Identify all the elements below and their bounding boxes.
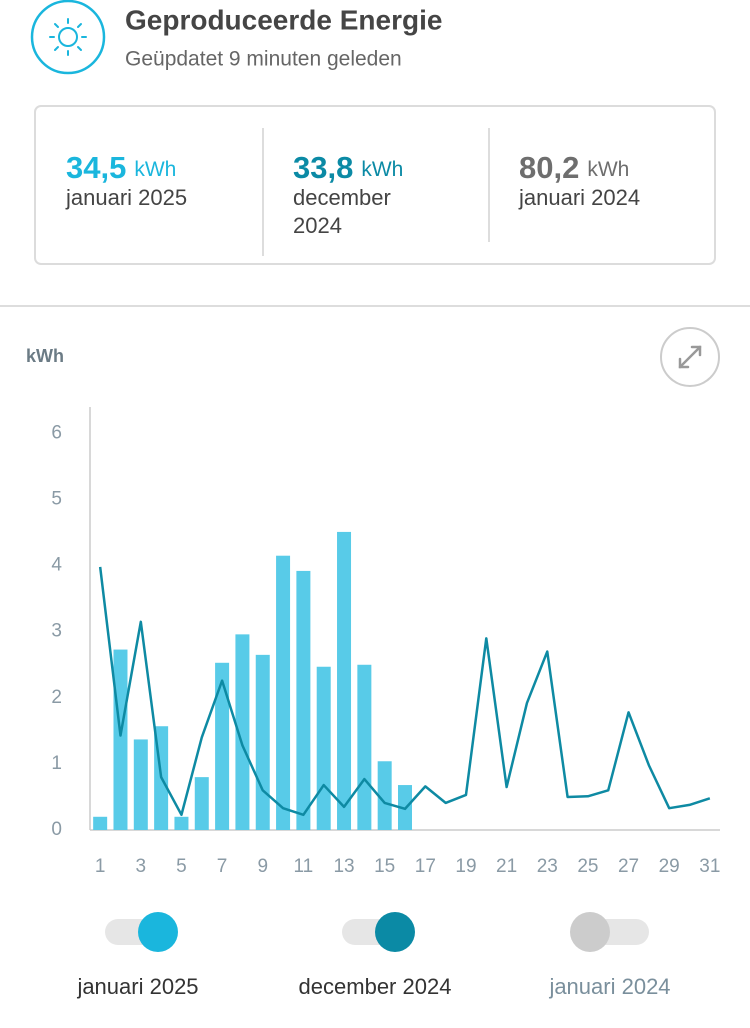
unit: kWh [361, 158, 403, 181]
toggle-knob [570, 912, 610, 952]
title: Geproduceerde Energie [125, 4, 442, 35]
bar [316, 666, 331, 830]
bar [296, 570, 311, 830]
legend-toggle[interactable]: januari 2024 [548, 912, 671, 999]
x-tick-label: 13 [333, 856, 354, 877]
legend-toggle[interactable]: december 2024 [299, 912, 452, 999]
summary-period: januari 2024 [518, 185, 640, 210]
summary-card [34, 105, 716, 265]
value: 33,8 [293, 150, 353, 185]
y-tick-label: 0 [51, 819, 62, 840]
y-tick-label: 6 [51, 422, 62, 443]
y-axis-label: kWh [26, 346, 64, 366]
x-tick-label: 27 [618, 856, 639, 877]
summary-period: januari 2025 [65, 185, 187, 210]
x-tick-label: 31 [699, 856, 720, 877]
value: 80,2 [519, 150, 579, 185]
summary-value: 80,2 kWh [519, 150, 629, 185]
x-tick-label: 25 [577, 856, 598, 877]
x-tick-label: 21 [496, 856, 517, 877]
bar [235, 634, 250, 830]
value: 34,5 [66, 150, 126, 185]
x-tick-label: 15 [374, 856, 395, 877]
legend-label: december 2024 [299, 974, 452, 999]
bar [194, 777, 209, 830]
bar [93, 816, 108, 830]
unit: kWh [587, 158, 629, 181]
y-tick-label: 1 [51, 753, 62, 774]
toggle-knob [375, 912, 415, 952]
legend-toggle[interactable]: januari 2025 [76, 912, 199, 999]
y-tick-label: 4 [51, 555, 62, 576]
x-tick-label: 7 [217, 856, 228, 877]
bar [215, 662, 230, 830]
summary-period: december [293, 185, 391, 210]
y-tick-label: 5 [51, 489, 62, 510]
bar [276, 555, 291, 830]
summary-value: 34,5 kWh [66, 150, 176, 185]
x-tick-label: 23 [537, 856, 558, 877]
x-tick-label: 3 [136, 856, 147, 877]
y-tick-label: 2 [51, 687, 62, 708]
x-tick-label: 11 [294, 856, 314, 877]
x-tick-label: 19 [455, 856, 476, 877]
x-tick-label: 17 [415, 856, 436, 877]
bar [357, 664, 372, 830]
expand-button[interactable] [660, 327, 720, 387]
bar [174, 816, 189, 830]
bar [337, 531, 352, 830]
bar [133, 739, 148, 830]
subtitle: Geüpdatet 9 minuten geleden [125, 48, 402, 71]
toggle-knob [138, 912, 178, 952]
x-tick-label: 1 [95, 856, 106, 877]
sun-icon [49, 18, 87, 56]
bar [255, 654, 270, 830]
unit: kWh [134, 158, 176, 181]
x-tick-label: 29 [659, 856, 680, 877]
icon-ring [30, 0, 106, 75]
y-tick-label: 3 [51, 621, 62, 642]
legend-label: januari 2024 [548, 974, 670, 999]
x-tick-label: 5 [176, 856, 187, 877]
legend-label: januari 2025 [76, 974, 198, 999]
bar [377, 761, 392, 830]
summary-period: 2024 [293, 213, 342, 238]
x-tick-label: 9 [257, 856, 268, 877]
summary-value: 33,8 kWh [293, 150, 403, 185]
bar [113, 649, 128, 830]
line [98, 566, 711, 817]
